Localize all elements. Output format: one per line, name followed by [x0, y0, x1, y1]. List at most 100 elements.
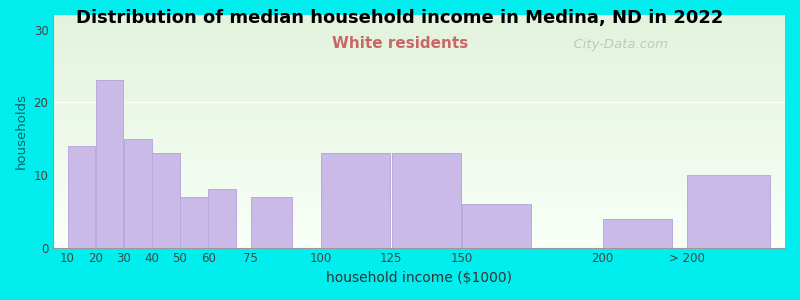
- Bar: [54, 61, 785, 63]
- Bar: [54, 202, 785, 203]
- Bar: [54, 166, 785, 167]
- Bar: [54, 239, 785, 241]
- Bar: [54, 182, 785, 184]
- Bar: [54, 71, 785, 72]
- Bar: [54, 101, 785, 102]
- Bar: [54, 76, 785, 78]
- Bar: [54, 68, 785, 70]
- Bar: [54, 78, 785, 79]
- Bar: [54, 189, 785, 190]
- Bar: [54, 108, 785, 109]
- Bar: [54, 58, 785, 59]
- Bar: [54, 96, 785, 98]
- Bar: [54, 178, 785, 179]
- Bar: [54, 238, 785, 239]
- Bar: [54, 50, 785, 51]
- Bar: [54, 44, 785, 45]
- Bar: [54, 88, 785, 89]
- Bar: [54, 135, 785, 136]
- Bar: [54, 228, 785, 229]
- Bar: [54, 148, 785, 149]
- Bar: [54, 129, 785, 130]
- Bar: [602, 218, 672, 248]
- Bar: [54, 235, 785, 236]
- Bar: [54, 48, 785, 49]
- Bar: [54, 49, 785, 50]
- Bar: [54, 23, 785, 24]
- Bar: [54, 221, 785, 222]
- Bar: [54, 230, 785, 231]
- Bar: [208, 189, 236, 248]
- Bar: [54, 17, 785, 19]
- Bar: [54, 140, 785, 141]
- Bar: [54, 110, 785, 112]
- Bar: [54, 217, 785, 218]
- Bar: [54, 29, 785, 30]
- Bar: [54, 216, 785, 217]
- Bar: [54, 200, 785, 201]
- Bar: [54, 142, 785, 143]
- Bar: [322, 153, 390, 248]
- Bar: [54, 102, 785, 104]
- Bar: [54, 215, 785, 216]
- Bar: [54, 89, 785, 91]
- Bar: [54, 173, 785, 174]
- Bar: [54, 134, 785, 135]
- Bar: [54, 103, 785, 104]
- Bar: [54, 42, 785, 43]
- Bar: [54, 94, 785, 95]
- Bar: [54, 194, 785, 195]
- Bar: [54, 167, 785, 169]
- Bar: [96, 80, 123, 248]
- Bar: [54, 143, 785, 144]
- Bar: [54, 205, 785, 206]
- Bar: [54, 32, 785, 34]
- Bar: [54, 226, 785, 227]
- Bar: [54, 73, 785, 74]
- Bar: [54, 242, 785, 243]
- Bar: [54, 55, 785, 56]
- Bar: [54, 236, 785, 237]
- Bar: [54, 40, 785, 42]
- Bar: [462, 204, 531, 248]
- Bar: [54, 158, 785, 159]
- Bar: [54, 185, 785, 186]
- Bar: [54, 67, 785, 68]
- Bar: [54, 86, 785, 87]
- Bar: [54, 98, 785, 99]
- Bar: [54, 163, 785, 164]
- Bar: [54, 91, 785, 92]
- Bar: [54, 232, 785, 234]
- Bar: [54, 190, 785, 192]
- Bar: [54, 115, 785, 116]
- Bar: [54, 100, 785, 101]
- Bar: [54, 66, 785, 67]
- Bar: [54, 122, 785, 123]
- Bar: [54, 151, 785, 152]
- Bar: [54, 229, 785, 230]
- Bar: [54, 16, 785, 17]
- Bar: [54, 109, 785, 110]
- Bar: [54, 212, 785, 213]
- Bar: [54, 172, 785, 173]
- Bar: [54, 63, 785, 64]
- Bar: [54, 123, 785, 124]
- Bar: [54, 203, 785, 205]
- Bar: [54, 131, 785, 133]
- Bar: [54, 146, 785, 148]
- Bar: [54, 121, 785, 122]
- Bar: [68, 146, 95, 247]
- Bar: [54, 141, 785, 142]
- Bar: [54, 176, 785, 177]
- Bar: [54, 35, 785, 36]
- Bar: [54, 43, 785, 44]
- Bar: [54, 39, 785, 41]
- Bar: [54, 220, 785, 221]
- Bar: [54, 107, 785, 108]
- Bar: [152, 153, 180, 248]
- Text: Distribution of median household income in Medina, ND in 2022: Distribution of median household income …: [76, 9, 724, 27]
- Bar: [54, 222, 785, 223]
- Bar: [54, 246, 785, 247]
- Bar: [54, 223, 785, 224]
- Bar: [54, 218, 785, 220]
